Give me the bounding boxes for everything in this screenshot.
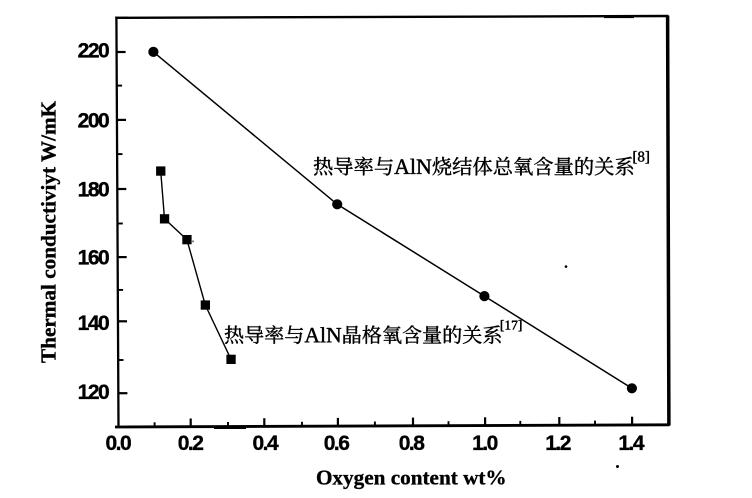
svg-text:Oxygen content wt%: Oxygen content wt% bbox=[316, 465, 507, 489]
svg-text:160: 160 bbox=[78, 247, 109, 270]
svg-text:1.2: 1.2 bbox=[545, 432, 571, 455]
svg-text:0.4: 0.4 bbox=[252, 432, 279, 455]
svg-text:Thermal conductiviyt W/mK: Thermal conductiviyt W/mK bbox=[37, 100, 61, 363]
svg-text:180: 180 bbox=[78, 178, 109, 201]
svg-text:0.0: 0.0 bbox=[105, 432, 131, 455]
svg-text:0.8: 0.8 bbox=[399, 432, 426, 455]
svg-text:140: 140 bbox=[78, 312, 109, 335]
svg-text:0.6: 0.6 bbox=[324, 432, 350, 455]
svg-text:1.4: 1.4 bbox=[618, 432, 645, 455]
svg-text:1.0: 1.0 bbox=[472, 432, 498, 455]
svg-text:200: 200 bbox=[78, 109, 109, 132]
svg-text:0.2: 0.2 bbox=[178, 432, 204, 455]
svg-text:120: 120 bbox=[78, 381, 109, 404]
svg-text:220: 220 bbox=[78, 40, 109, 63]
